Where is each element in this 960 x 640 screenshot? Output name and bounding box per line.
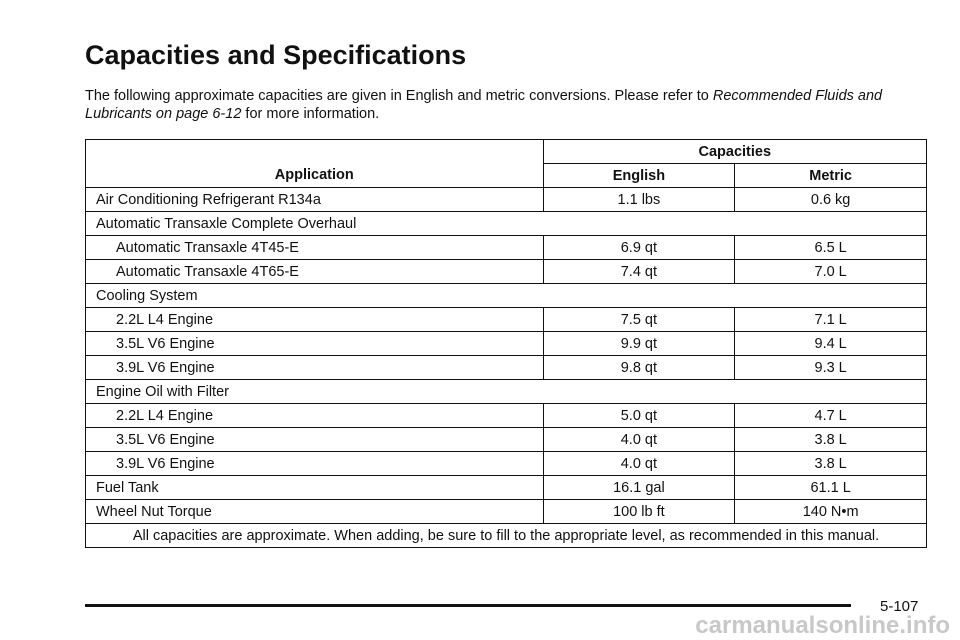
metric-value: 9.4 L: [734, 331, 927, 356]
english-value: 7.4 qt: [542, 259, 736, 284]
title: Capacities and Specifications: [85, 40, 467, 70]
table-row: 2.2L L4 Engine 5.0 qt 4.7 L: [85, 403, 927, 428]
footer-rule: [85, 604, 851, 607]
table-body: Air Conditioning Refrigerant R134a 1.1 lb…: [85, 187, 927, 548]
note-row: All capacities are approximate. When add…: [85, 523, 927, 548]
table-row: Air Conditioning Refrigerant R134a 1.1 lb…: [85, 187, 927, 212]
intro-text: The following approximate capacities are…: [85, 88, 713, 104]
group-heading: Cooling System: [85, 283, 927, 308]
page-number: 5-107: [880, 598, 919, 615]
metric-value: 7.0 L: [734, 259, 927, 284]
reference-link[interactable]: Recommended Fluids and Lubricants on pag…: [85, 88, 883, 122]
application: Fuel Tank: [85, 475, 544, 500]
application: 2.2L L4 Engine: [85, 403, 544, 428]
application: 3.9L V6 Engine: [85, 355, 544, 380]
english-value: 6.9 qt: [542, 235, 736, 260]
metric-value: 0.6 kg: [734, 187, 927, 212]
application: 3.5L V6 Engine: [85, 427, 544, 452]
metric-value: 61.1 L: [734, 475, 927, 500]
group-row: Automatic Transaxle Complete Overhaul: [85, 211, 927, 236]
table-row: 2.2L L4 Engine 7.5 qt 7.1 L: [85, 307, 927, 332]
metric-value: 140 N•m: [734, 499, 927, 524]
english-value: 9.8 qt: [542, 355, 736, 380]
english-value: 4.0 qt: [542, 451, 736, 476]
table-row: 3.5L V6 Engine 9.9 qt 9.4 L: [85, 331, 927, 356]
intro: The following approximate capacities are…: [85, 87, 915, 123]
intro-text: for more information.: [241, 106, 380, 122]
metric-value: 7.1 L: [734, 307, 927, 332]
english-value: 100 lb ft: [542, 499, 736, 524]
metric-value: 6.5 L: [734, 235, 927, 260]
application: Wheel Nut Torque: [85, 499, 544, 524]
column-header: Metric: [734, 163, 927, 188]
group-row: Cooling System: [85, 283, 927, 308]
watermark: carmanualsonline.info: [695, 612, 950, 639]
group-heading: Engine Oil with Filter: [85, 379, 927, 404]
table-row: 3.5L V6 Engine 4.0 qt 3.8 L: [85, 427, 927, 452]
column-header: Application: [85, 139, 544, 188]
english-value: 4.0 qt: [542, 427, 736, 452]
table-row: 3.9L V6 Engine 9.8 qt 9.3 L: [85, 355, 927, 380]
table-row: Fuel Tank 16.1 gal 61.1 L: [85, 475, 927, 500]
table-row: 3.9L V6 Engine 4.0 qt 3.8 L: [85, 451, 927, 476]
table-row: Wheel Nut Torque 100 lb ft 140 N•m: [85, 499, 927, 524]
application: 3.9L V6 Engine: [85, 451, 544, 476]
metric-value: 3.8 L: [734, 451, 927, 476]
table-row: Automatic Transaxle 4T45-E 6.9 qt 6.5 L: [85, 235, 927, 260]
table-note: All capacities are approximate. When add…: [85, 523, 927, 548]
application: 2.2L L4 Engine: [85, 307, 544, 332]
english-value: 1.1 lbs: [542, 187, 736, 212]
english-value: 7.5 qt: [542, 307, 736, 332]
column-header: English: [542, 163, 736, 188]
table-row: Automatic Transaxle 4T65-E 7.4 qt 7.0 L: [85, 259, 927, 284]
metric-value: 9.3 L: [734, 355, 927, 380]
english-value: 5.0 qt: [542, 403, 736, 428]
english-value: 9.9 qt: [542, 331, 736, 356]
application: 3.5L V6 Engine: [85, 331, 544, 356]
metric-value: 3.8 L: [734, 427, 927, 452]
english-value: 16.1 gal: [542, 475, 736, 500]
metric-value: 4.7 L: [734, 403, 927, 428]
group-row: Engine Oil with Filter: [85, 379, 927, 404]
group-header: Capacities: [542, 139, 928, 164]
application: Automatic Transaxle 4T45-E: [85, 235, 544, 260]
application: Air Conditioning Refrigerant R134a: [85, 187, 544, 212]
capacities-table: Application Capacities English Metric Ai…: [85, 139, 928, 548]
group-heading: Automatic Transaxle Complete Overhaul: [85, 211, 927, 236]
application: Automatic Transaxle 4T65-E: [85, 259, 544, 284]
